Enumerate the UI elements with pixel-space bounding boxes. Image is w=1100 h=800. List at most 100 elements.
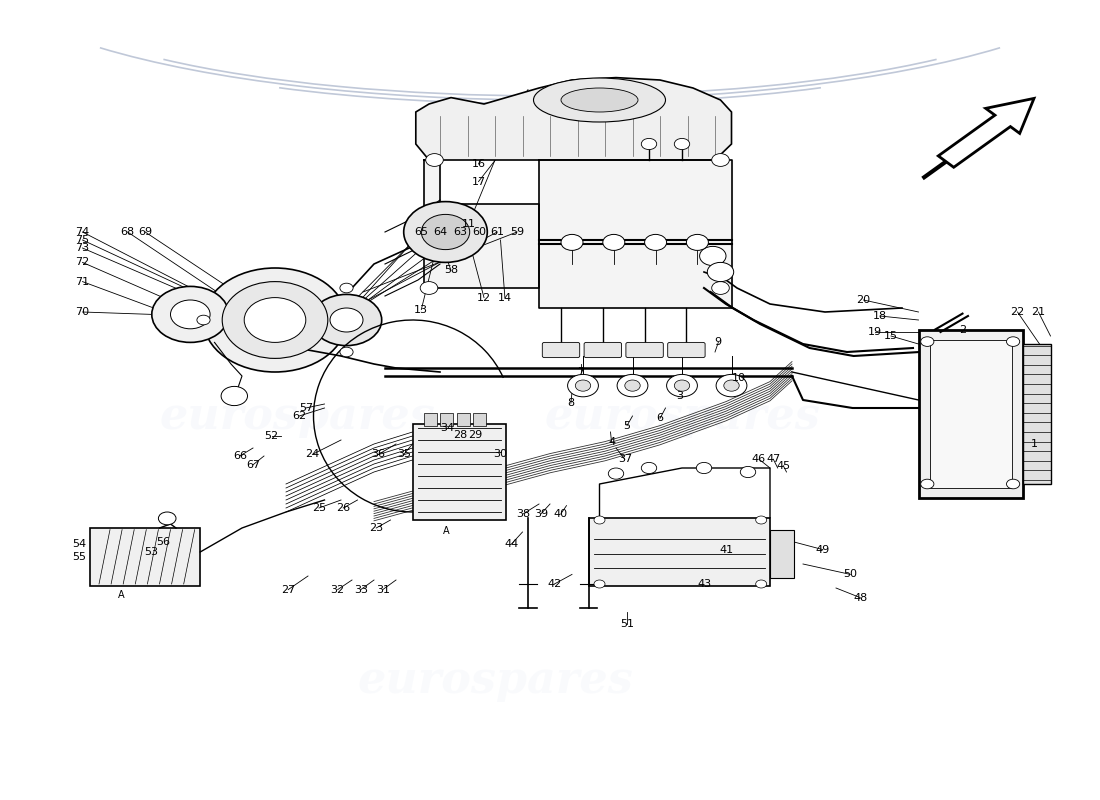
Text: 9: 9	[715, 338, 722, 347]
FancyBboxPatch shape	[412, 424, 506, 520]
Circle shape	[740, 466, 756, 478]
Text: 74: 74	[76, 227, 89, 237]
Text: 47: 47	[767, 454, 780, 464]
Text: 68: 68	[121, 227, 134, 237]
Text: 3: 3	[676, 391, 683, 401]
Text: 18: 18	[873, 311, 887, 321]
Polygon shape	[416, 78, 732, 160]
Text: eurospares: eurospares	[358, 658, 632, 702]
Circle shape	[170, 300, 210, 329]
Text: 29: 29	[469, 430, 482, 440]
Circle shape	[1006, 337, 1020, 346]
Circle shape	[222, 282, 328, 358]
Text: 27: 27	[282, 585, 295, 594]
Text: 69: 69	[139, 227, 152, 237]
Text: 58: 58	[444, 266, 458, 275]
Circle shape	[712, 282, 729, 294]
Text: 71: 71	[76, 277, 89, 286]
Text: 42: 42	[548, 579, 561, 589]
Text: 28: 28	[453, 430, 466, 440]
Text: 8: 8	[568, 398, 574, 408]
Text: 40: 40	[554, 509, 568, 518]
Text: 1: 1	[1031, 439, 1037, 449]
Text: 43: 43	[697, 579, 711, 589]
Text: 15: 15	[884, 331, 898, 341]
Text: 60: 60	[473, 227, 486, 237]
Text: 24: 24	[306, 450, 319, 459]
Circle shape	[204, 268, 346, 372]
Text: 53: 53	[144, 547, 157, 557]
Text: A: A	[443, 526, 450, 536]
Text: 25: 25	[312, 503, 326, 513]
Text: 49: 49	[816, 545, 829, 554]
Circle shape	[330, 308, 363, 332]
Text: 59: 59	[510, 227, 524, 237]
Circle shape	[921, 337, 934, 346]
Text: 14: 14	[498, 293, 512, 302]
Text: 41: 41	[719, 545, 733, 554]
FancyBboxPatch shape	[770, 530, 794, 578]
Circle shape	[426, 154, 443, 166]
Circle shape	[404, 202, 487, 262]
Text: 64: 64	[433, 227, 447, 237]
Circle shape	[340, 283, 353, 293]
Circle shape	[311, 294, 382, 346]
Text: 6: 6	[657, 414, 663, 423]
Circle shape	[158, 512, 176, 525]
Polygon shape	[938, 98, 1034, 167]
Text: 72: 72	[76, 258, 89, 267]
Circle shape	[641, 462, 657, 474]
Circle shape	[674, 138, 690, 150]
Text: 16: 16	[472, 159, 485, 169]
Text: 26: 26	[337, 503, 350, 513]
Text: 10: 10	[733, 374, 746, 383]
FancyBboxPatch shape	[456, 413, 470, 426]
Text: 52: 52	[265, 431, 278, 441]
Text: 13: 13	[415, 305, 428, 314]
Text: 73: 73	[76, 243, 89, 253]
Text: 39: 39	[535, 509, 548, 518]
Text: 19: 19	[868, 327, 881, 337]
FancyBboxPatch shape	[584, 342, 621, 358]
Circle shape	[1006, 479, 1020, 489]
FancyBboxPatch shape	[918, 330, 1023, 498]
Text: 38: 38	[517, 509, 530, 518]
Text: 50: 50	[844, 570, 857, 579]
Text: 48: 48	[854, 593, 867, 602]
Text: 51: 51	[620, 619, 634, 629]
Circle shape	[603, 234, 625, 250]
Circle shape	[575, 380, 591, 391]
Circle shape	[420, 282, 438, 294]
Circle shape	[674, 380, 690, 391]
Circle shape	[421, 214, 470, 250]
FancyBboxPatch shape	[542, 342, 580, 358]
FancyBboxPatch shape	[473, 413, 486, 426]
Text: 30: 30	[494, 450, 507, 459]
Text: 66: 66	[233, 451, 246, 461]
Circle shape	[340, 347, 353, 357]
Circle shape	[724, 380, 739, 391]
Text: 61: 61	[491, 227, 504, 237]
Text: 54: 54	[73, 539, 86, 549]
Circle shape	[686, 234, 708, 250]
Ellipse shape	[534, 78, 666, 122]
Text: 33: 33	[354, 585, 367, 594]
Text: 36: 36	[372, 450, 385, 459]
Circle shape	[667, 374, 697, 397]
Text: 67: 67	[246, 460, 260, 470]
Text: 2: 2	[959, 325, 966, 334]
Text: 17: 17	[472, 177, 485, 186]
Circle shape	[707, 262, 734, 282]
Text: 34: 34	[441, 423, 454, 433]
FancyBboxPatch shape	[424, 413, 437, 426]
Circle shape	[921, 479, 934, 489]
Circle shape	[197, 315, 210, 325]
Text: 35: 35	[397, 450, 410, 459]
Text: 55: 55	[73, 552, 86, 562]
Text: 37: 37	[618, 454, 631, 464]
Circle shape	[696, 462, 712, 474]
FancyBboxPatch shape	[588, 518, 770, 586]
Text: 12: 12	[477, 293, 491, 302]
Text: 62: 62	[293, 411, 306, 421]
Circle shape	[152, 286, 229, 342]
